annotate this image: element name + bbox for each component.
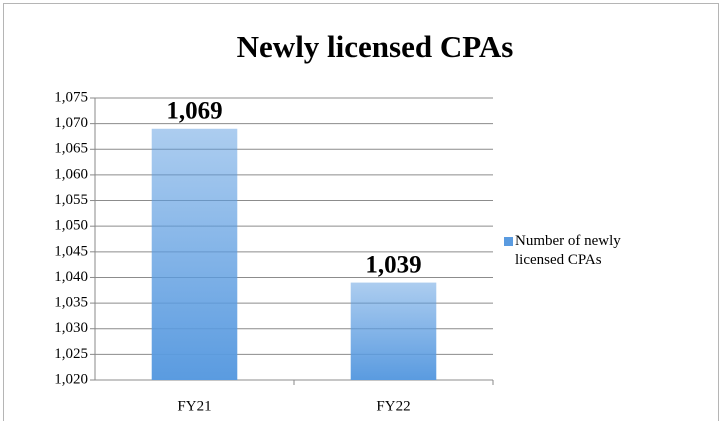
- chart-border: [3, 3, 719, 421]
- y-tick-label: 1,065: [54, 141, 88, 157]
- y-tick-label: 1,035: [54, 295, 88, 311]
- data-label: 1,069: [166, 97, 222, 124]
- y-tick-label: 1,030: [54, 320, 88, 336]
- y-tick-label: 1,075: [54, 89, 88, 105]
- bar: [151, 128, 238, 380]
- y-tick-label: 1,055: [54, 192, 88, 208]
- y-tick-label: 1,020: [54, 371, 88, 387]
- legend: Number of newly licensed CPAs: [504, 232, 654, 270]
- y-tick-label: 1,045: [54, 243, 88, 259]
- bar: [350, 282, 437, 380]
- legend-label: Number of newly licensed CPAs: [515, 233, 621, 268]
- x-tick-label: FY22: [376, 398, 410, 414]
- y-tick-label: 1,025: [54, 346, 88, 362]
- legend-swatch: [504, 237, 513, 246]
- x-tick-label: FY21: [177, 398, 211, 414]
- y-tick-label: 1,050: [54, 218, 88, 234]
- y-tick-label: 1,070: [54, 115, 88, 131]
- chart-title: Newly licensed CPAs: [237, 29, 514, 64]
- data-label: 1,039: [365, 251, 421, 278]
- y-tick-label: 1,060: [54, 166, 88, 182]
- y-tick-label: 1,040: [54, 269, 88, 285]
